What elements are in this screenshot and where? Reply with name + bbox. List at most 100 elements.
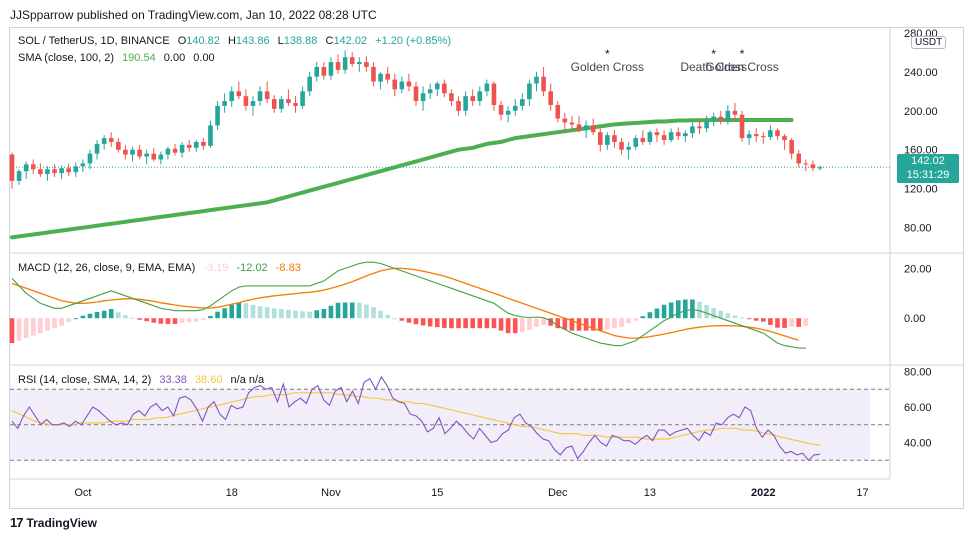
- candle-body: [555, 104, 561, 119]
- macd-histogram-bar: [271, 308, 277, 319]
- chart-frame[interactable]: [9, 27, 964, 509]
- cross-annotation-label: Golden Cross: [705, 60, 778, 74]
- candle-body: [782, 136, 787, 140]
- candle-body: [130, 149, 135, 155]
- candle-body: [52, 169, 57, 174]
- macd-histogram-bar: [675, 300, 681, 319]
- rsi-axis-tick-label: 60.00: [904, 402, 932, 414]
- cross-marker: *: [740, 47, 745, 61]
- candle-body: [633, 138, 639, 147]
- candle-body: [640, 138, 646, 142]
- candle-body: [257, 91, 263, 102]
- macd-histogram-bar: [215, 311, 220, 319]
- symbol-label: SOL / TetherUS, 1D, BINANCE: [18, 35, 170, 47]
- candle-body: [817, 167, 823, 169]
- candle-body: [704, 120, 709, 129]
- macd-histogram-bar: [236, 302, 242, 319]
- macd-histogram-bar: [392, 318, 398, 320]
- candle-body: [647, 132, 653, 142]
- macd-histogram-bar: [633, 318, 639, 321]
- candle-body: [803, 163, 809, 165]
- candle-body: [9, 154, 15, 181]
- rsi-line: [11, 375, 821, 462]
- macd-histogram-bar: [52, 318, 57, 329]
- candle-body: [668, 132, 674, 140]
- rsi-axis-tick-label: 80.00: [904, 367, 932, 379]
- macd-histogram-bar: [399, 318, 405, 321]
- candle-body: [711, 116, 716, 121]
- macd-histogram-bar: [782, 318, 787, 328]
- rsi-ma-value: 38.60: [194, 374, 223, 386]
- candle-body: [59, 168, 64, 174]
- price-axis-tick-label: 160.00: [904, 145, 938, 157]
- candle-body: [172, 148, 178, 153]
- macd-histogram-bar: [279, 309, 284, 319]
- cross-marker: *: [711, 47, 716, 61]
- cross-annotation-label: Golden Cross: [571, 60, 644, 74]
- candle-body: [378, 73, 383, 82]
- macd-histogram-bar: [158, 318, 164, 324]
- macd-axis-tick-label: 20.00: [904, 263, 932, 275]
- candle-body: [427, 89, 433, 94]
- macd-histogram-bar: [38, 318, 43, 334]
- price-axis-tick-label: 120.00: [904, 184, 938, 196]
- tradingview-logo[interactable]: 17 TradingView: [10, 515, 97, 530]
- macd-histogram-bar: [803, 318, 809, 327]
- macd-histogram-bar: [420, 318, 426, 326]
- macd-signal-value: -8.83: [275, 262, 301, 274]
- ohlc-values: O140.82 H143.86 L138.88 C142.02 +1.20 (+…: [178, 35, 456, 47]
- macd-histogram-bar: [229, 304, 235, 319]
- currency-button[interactable]: USDT: [911, 36, 947, 49]
- macd-histogram-bar: [527, 318, 532, 330]
- sma-label: SMA (close, 100, 2): [18, 52, 114, 64]
- candle-body: [87, 153, 93, 164]
- candle-body: [193, 141, 199, 148]
- macd-histogram-bar: [739, 317, 745, 319]
- cross-annotation-label: Death Cross: [680, 60, 747, 74]
- macd-histogram-bar: [768, 318, 773, 325]
- time-axis-tick-label: 13: [644, 487, 656, 499]
- rsi-ma-line: [11, 392, 821, 446]
- macd-histogram-bar: [179, 318, 185, 323]
- macd-histogram-bar: [683, 299, 688, 319]
- candle-body: [491, 83, 497, 105]
- macd-histogram-bar: [300, 311, 305, 319]
- candle-body: [151, 153, 157, 160]
- macd-signal-line: [11, 267, 799, 341]
- candle-body: [626, 146, 631, 150]
- macd-histogram-bar: [725, 313, 731, 319]
- macd-histogram-bar: [250, 304, 256, 319]
- macd-histogram-bar: [449, 318, 454, 329]
- low-value: 138.88: [283, 35, 318, 47]
- candle-body: [271, 99, 277, 109]
- candle-body: [137, 149, 142, 157]
- candle-body: [612, 135, 617, 142]
- tradingview-wordmark: TradingView: [26, 516, 97, 530]
- candle-body: [208, 125, 213, 146]
- candle-body: [293, 102, 298, 106]
- macd-histogram-bar: [87, 313, 93, 319]
- macd-histogram-bar: [130, 317, 135, 319]
- macd-histogram-bar: [378, 310, 383, 319]
- macd-histogram-bar: [661, 304, 667, 319]
- candle-body: [392, 79, 398, 90]
- macd-histogram-bar: [45, 318, 50, 331]
- macd-value: -12.02: [236, 262, 268, 274]
- macd-histogram-bar: [264, 307, 270, 319]
- candle-body: [179, 144, 185, 153]
- macd-histogram-bar: [23, 318, 29, 339]
- sma-value-2: 0.00: [163, 52, 186, 64]
- price-axis-tick-label: 240.00: [904, 67, 938, 79]
- candle-body: [38, 169, 43, 175]
- candle-body: [760, 136, 766, 138]
- rsi-value: 33.38: [159, 374, 187, 386]
- change-value: +1.20 (+0.85%): [375, 35, 451, 47]
- candle-body: [456, 101, 461, 111]
- candle-body: [364, 62, 369, 67]
- macd-histogram-bar: [371, 307, 376, 319]
- macd-histogram-bar: [654, 308, 660, 319]
- candle-body: [775, 130, 780, 137]
- macd-histogram-bar: [548, 318, 553, 326]
- candle-body: [463, 96, 468, 111]
